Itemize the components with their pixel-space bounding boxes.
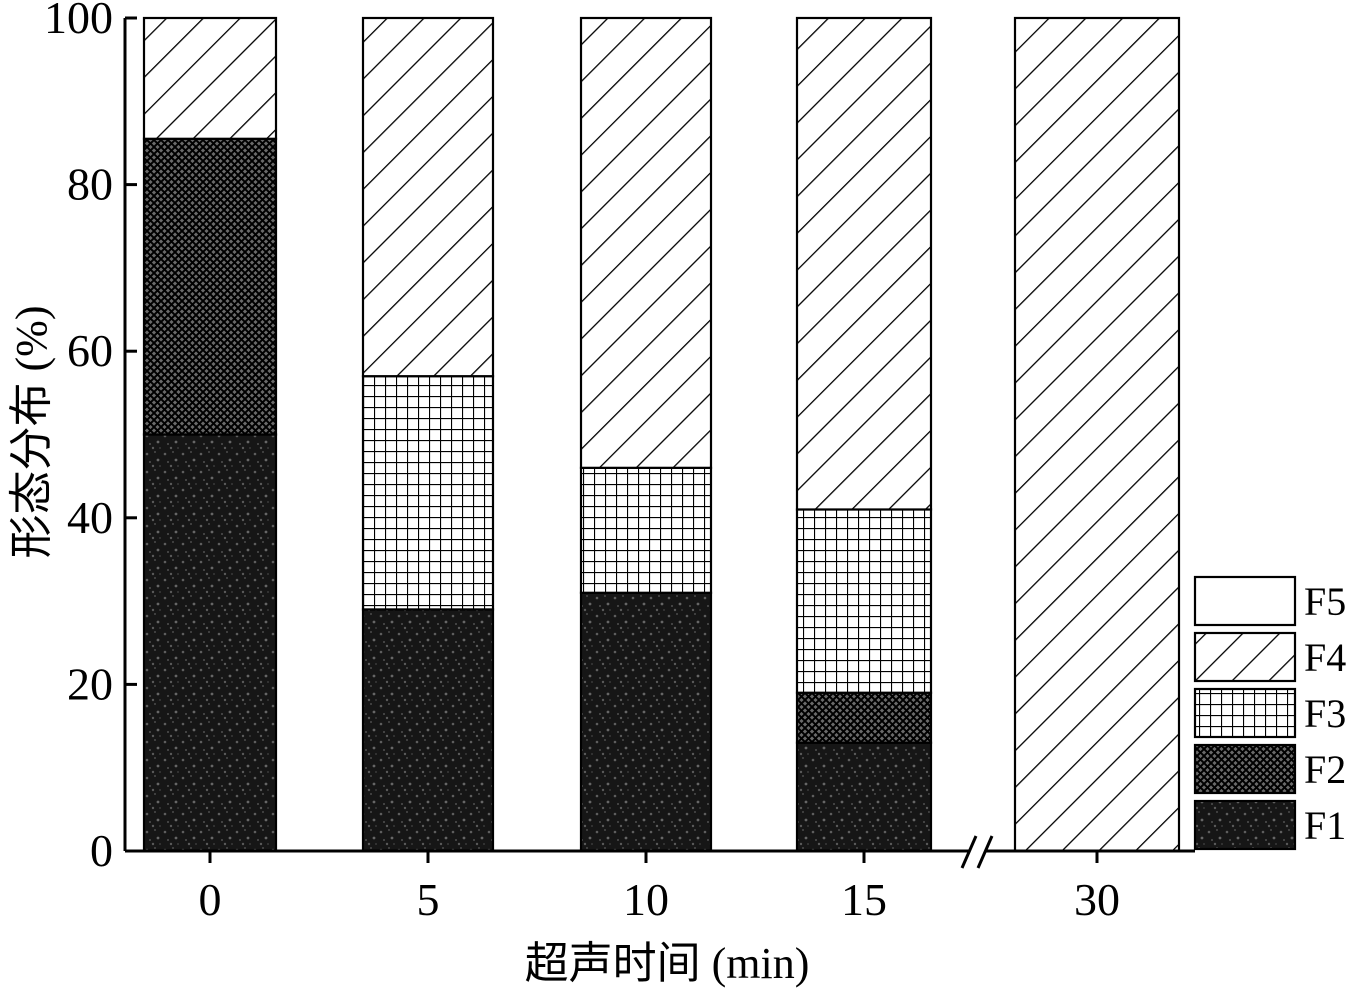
bar-segment-f4-5 (361, 16, 495, 378)
legend-label: F3 (1304, 691, 1346, 736)
bar-segment-f3-10 (579, 466, 713, 594)
legend-item-f3: F3 (1193, 687, 1346, 739)
y-tick-label: 100 (44, 0, 113, 43)
bar-stack-15 (795, 16, 933, 853)
y-tick-label: 0 (90, 825, 113, 876)
y-tick-label: 40 (67, 492, 113, 543)
bar-segment-f1-0 (142, 433, 278, 853)
y-tick-label: 20 (67, 658, 113, 709)
x-tick-label: 5 (417, 874, 440, 925)
legend-item-f2: F2 (1193, 743, 1346, 795)
x-tick-label: 30 (1074, 874, 1120, 925)
bar-segment-f3-15 (795, 508, 933, 694)
bar-segment-f4-30 (1013, 16, 1181, 853)
x-ticks: 0 5 10 15 30 (199, 851, 1120, 925)
x-tick-label: 0 (199, 874, 222, 925)
bar-segment-f2-15 (795, 691, 933, 744)
bar-segment-f4-10 (579, 16, 713, 469)
legend-swatch (1193, 575, 1297, 627)
bar-segment-f1-5 (361, 608, 495, 853)
x-tick-label: 10 (623, 874, 669, 925)
legend-swatch (1193, 743, 1297, 795)
y-tick-label: 60 (67, 325, 113, 376)
bar-stack-30 (1013, 16, 1181, 853)
legend-label: F4 (1304, 635, 1346, 680)
x-tick-label: 15 (841, 874, 887, 925)
bar-stack-5 (361, 16, 495, 853)
legend-item-f1: F1 (1193, 799, 1346, 851)
legend: F5 F4 F3 F2 F1 (1193, 575, 1346, 851)
legend-swatch (1193, 687, 1297, 739)
legend-label: F2 (1304, 747, 1346, 792)
bar-stack-0 (142, 16, 278, 853)
legend-label: F5 (1304, 579, 1346, 624)
bar-segment-f1-15 (795, 741, 933, 853)
legend-swatch (1193, 631, 1297, 683)
x-axis-title: 超声时间 (min) (525, 939, 810, 988)
bars-layer (142, 16, 1181, 853)
bar-segment-f4-0 (142, 16, 278, 140)
y-tick-label: 80 (67, 159, 113, 210)
bar-stack-10 (579, 16, 713, 853)
legend-item-f5: F5 (1193, 575, 1346, 627)
legend-swatch (1193, 799, 1297, 851)
y-ticks: 0 20 40 60 80 100 (44, 0, 137, 876)
bar-segment-f3-5 (361, 375, 495, 611)
bar-segment-f2-0 (142, 137, 278, 436)
bar-segment-f1-10 (579, 591, 713, 853)
bar-segment-f4-15 (795, 16, 933, 511)
axes (123, 18, 1195, 869)
legend-label: F1 (1304, 803, 1346, 848)
legend-item-f4: F4 (1193, 631, 1346, 683)
y-axis-title: 形态分布 (%) (7, 306, 56, 559)
axis-break-icon (960, 835, 994, 869)
